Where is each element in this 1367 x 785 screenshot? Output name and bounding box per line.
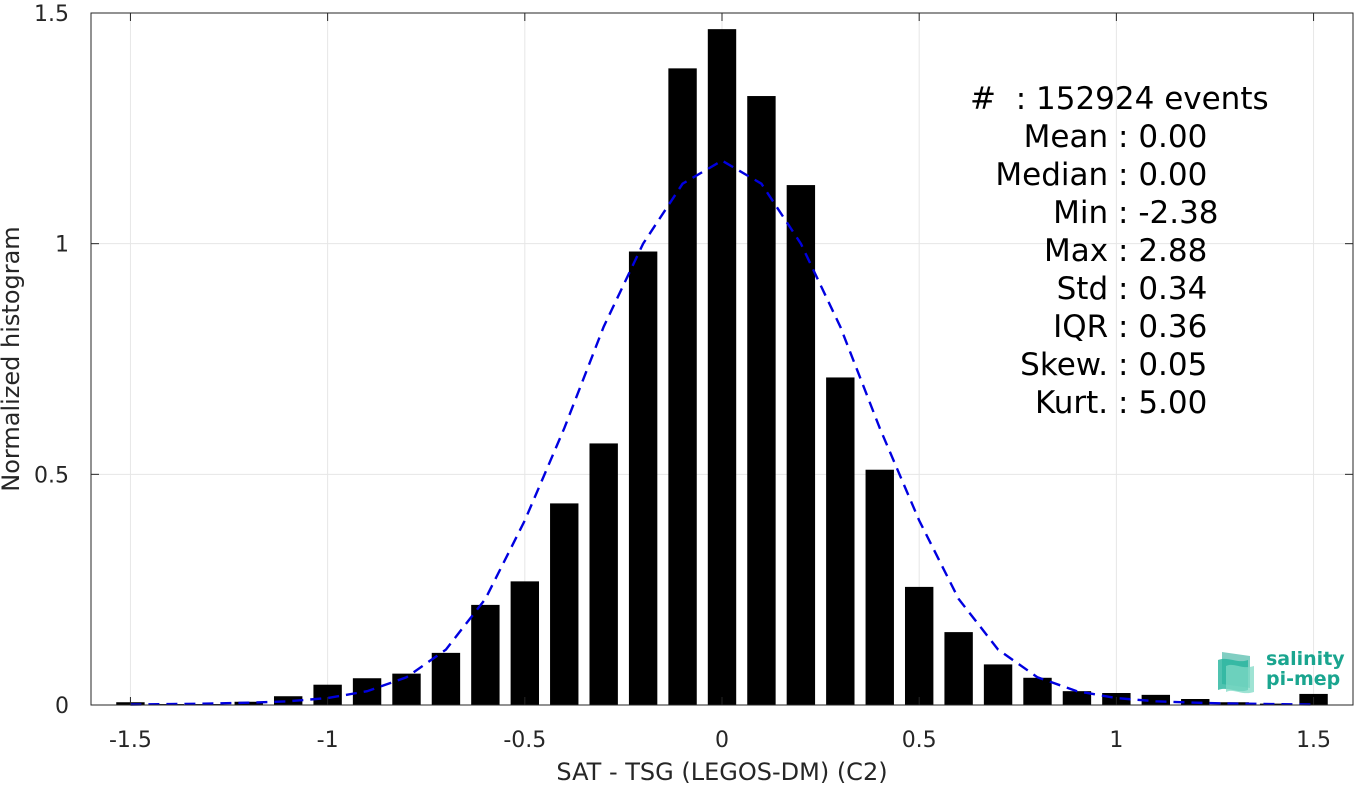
histogram-bar <box>865 469 894 705</box>
histogram-bar <box>826 377 855 705</box>
histogram-bar <box>471 604 500 705</box>
stat-name: Std <box>1056 271 1118 307</box>
histogram-bar <box>983 664 1013 705</box>
histogram-bar <box>392 673 421 705</box>
stat-value: 0.00 <box>1138 119 1208 155</box>
stat-separator: : <box>1118 195 1139 231</box>
stat-separator: : <box>1118 309 1139 345</box>
stat-name: Min <box>1053 195 1118 231</box>
stat-name: Max <box>1044 233 1118 269</box>
y-axis-label: Normalized histogram <box>0 226 25 491</box>
stat-separator: : <box>1015 81 1036 117</box>
histogram-bar <box>904 586 934 705</box>
stat-value: 0.00 <box>1138 157 1208 193</box>
histogram-bar <box>550 503 579 705</box>
stat-line: Max : 2.88 <box>940 232 1280 270</box>
stat-name: Skew. <box>1020 347 1118 383</box>
histogram-bar <box>313 684 342 705</box>
stat-line: Mean : 0.00 <box>940 118 1280 156</box>
x-tick-label: -1 <box>317 728 339 753</box>
histogram-bar <box>431 652 461 705</box>
stat-value: 0.36 <box>1138 309 1208 345</box>
x-tick-labels: -1.5 -1 -0.5 0 0.5 1 1.5 <box>109 728 1331 753</box>
stat-separator: : <box>1118 385 1139 421</box>
histogram-bar <box>1023 677 1052 705</box>
stat-value: 0.05 <box>1138 347 1208 383</box>
stat-value: 5.00 <box>1138 385 1208 421</box>
stat-line: Std : 0.34 <box>940 270 1280 308</box>
logo-text-line2: pi-mep <box>1266 668 1341 690</box>
stat-separator: : <box>1118 119 1139 155</box>
histogram-bar <box>273 696 303 705</box>
stat-separator: : <box>1118 233 1139 269</box>
x-tick-label: 1.5 <box>1296 728 1331 753</box>
stat-separator: : <box>1118 157 1139 193</box>
x-tick-label: -1.5 <box>109 728 152 753</box>
stat-value: 2.88 <box>1138 233 1208 269</box>
x-tick-label: 0 <box>715 728 729 753</box>
stat-line: # : 152924 events <box>940 80 1280 118</box>
y-tick-label: 0 <box>55 694 69 719</box>
stat-line: Kurt. : 5.00 <box>940 384 1280 422</box>
salinity-wave-icon <box>1218 652 1254 694</box>
salinity-pimep-logo: salinity pi-mep <box>1216 648 1346 694</box>
histogram-bar <box>668 68 697 706</box>
y-tick-labels: 0 0.5 1 1.5 <box>34 2 69 719</box>
stat-value: -2.38 <box>1138 195 1219 231</box>
stat-value: 152924 events <box>1036 81 1269 117</box>
stat-name: Median <box>995 157 1118 193</box>
y-tick-label: 0.5 <box>34 463 69 488</box>
stat-line: Median : 0.00 <box>940 156 1280 194</box>
histogram-bar <box>1062 691 1092 705</box>
histogram-bar <box>1141 694 1171 705</box>
stat-name: # <box>970 81 1016 117</box>
stat-name: IQR <box>1053 309 1118 345</box>
stat-line: IQR : 0.36 <box>940 308 1280 346</box>
histogram-bar <box>786 185 816 705</box>
stat-line: Skew. : 0.05 <box>940 346 1280 384</box>
stat-separator: : <box>1118 271 1139 307</box>
histogram-bar <box>747 96 776 706</box>
x-axis-label: SAT - TSG (LEGOS-DM) (C2) <box>556 758 887 785</box>
y-tick-label: 1.5 <box>34 2 69 27</box>
axis-ticks <box>91 12 1353 706</box>
logo-text-line1: salinity <box>1266 648 1345 670</box>
stat-name: Mean <box>1023 119 1118 155</box>
x-tick-label: 0.5 <box>902 728 937 753</box>
stat-line: Min : -2.38 <box>940 194 1280 232</box>
histogram-bar <box>589 443 618 705</box>
x-tick-label: -0.5 <box>503 728 546 753</box>
stat-name: Kurt. <box>1034 385 1118 421</box>
statistics-panel: # : 152924 events Mean : 0.00 Median : 0.0… <box>940 80 1280 422</box>
stat-value: 0.34 <box>1138 271 1208 307</box>
histogram-bar <box>944 632 973 705</box>
histogram-bar <box>707 29 737 705</box>
y-tick-label: 1 <box>55 233 69 258</box>
x-tick-label: 1 <box>1109 728 1123 753</box>
histogram-bar <box>628 251 658 705</box>
stat-separator: : <box>1118 347 1139 383</box>
histogram-bars <box>116 29 1328 706</box>
histogram-bar <box>510 581 540 705</box>
